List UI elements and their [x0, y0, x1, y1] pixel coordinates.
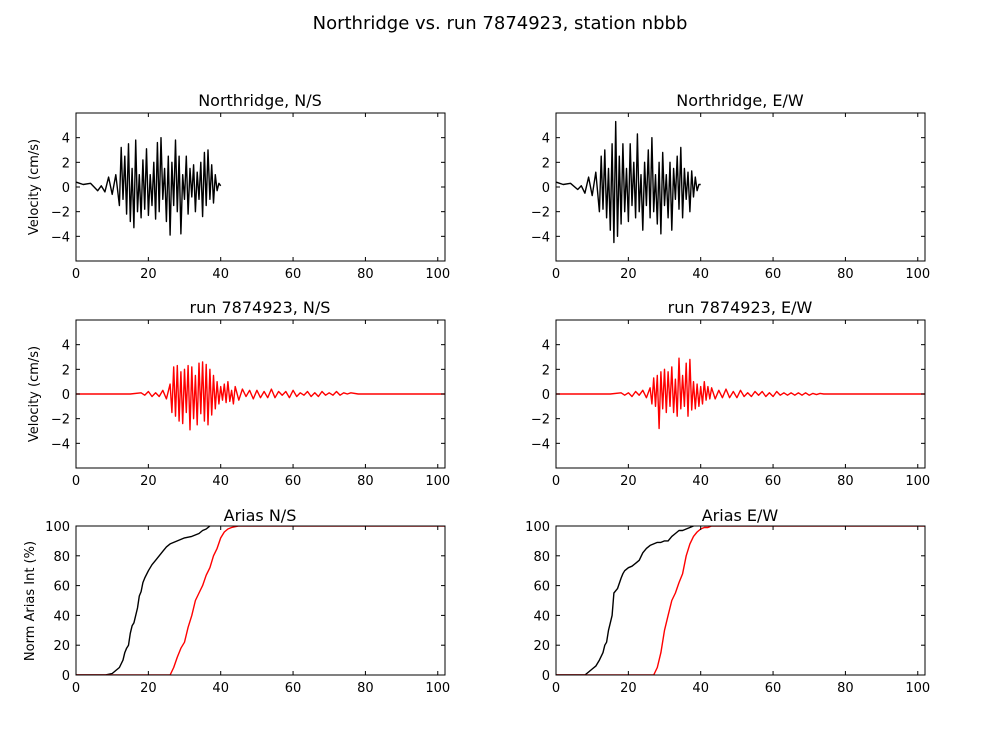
y-axis-label: Velocity (cm/s): [27, 346, 42, 442]
y-tick-label: 100: [45, 520, 70, 535]
panel-ew-arias: Arias E/W 0 20 40 60 80 100 0 20 40 60 80 100: [525, 506, 930, 696]
y-tick-label: −2: [531, 206, 550, 221]
simulated-series-line: [76, 361, 445, 431]
panel-ew-sim: run 7874923, E/W 0 20 40 60 80 100 −4 −2 0 2 4: [531, 298, 930, 489]
x-tick-label: 80: [357, 267, 374, 282]
y-tick-label: −4: [531, 437, 550, 452]
y-tick-label: 80: [533, 550, 550, 565]
y-tick-label: 4: [542, 132, 550, 147]
x-tick-label: 60: [765, 474, 782, 489]
x-tick-label: 100: [425, 267, 450, 282]
x-tick-label: 0: [72, 681, 80, 696]
y-tick-label: −2: [51, 413, 70, 428]
y-tick-label: 0: [542, 388, 550, 403]
x-tick-label: 80: [837, 267, 854, 282]
x-tick-label: 60: [765, 267, 782, 282]
y-tick-label: −4: [51, 437, 70, 452]
y-tick-label: 0: [62, 669, 70, 684]
y-tick-label: 2: [62, 156, 70, 171]
x-tick-label: 100: [425, 474, 450, 489]
y-tick-label: −2: [51, 206, 70, 221]
x-tick-label: 40: [212, 474, 229, 489]
y-tick-label: 40: [53, 609, 70, 624]
x-tick-label: 0: [552, 474, 560, 489]
x-tick-label: 100: [905, 267, 930, 282]
x-tick-label: 0: [72, 267, 80, 282]
recorded-series-line: [556, 120, 701, 244]
y-tick-label: 2: [542, 363, 550, 378]
y-tick-label: −4: [531, 230, 550, 245]
y-tick-label: 40: [533, 609, 550, 624]
x-tick-label: 100: [905, 474, 930, 489]
plot-frame: [555, 525, 926, 676]
x-tick-label: 20: [140, 474, 157, 489]
x-tick-label: 100: [425, 681, 450, 696]
x-tick-label: 40: [212, 267, 229, 282]
panel-ns-obs: Northridge, N/S Velocity (cm/s) 0 20 40 60 8…: [27, 91, 450, 282]
y-tick-label: 0: [542, 669, 550, 684]
y-axis-label: Velocity (cm/s): [27, 139, 42, 235]
x-tick-label: 0: [552, 267, 560, 282]
x-tick-label: 20: [140, 681, 157, 696]
y-tick-label: 2: [542, 156, 550, 171]
y-tick-label: −4: [51, 230, 70, 245]
x-tick-label: 60: [285, 267, 302, 282]
plot-frame: [75, 525, 446, 676]
panel-title: Northridge, E/W: [676, 91, 804, 110]
y-tick-label: 20: [533, 639, 550, 654]
x-tick-label: 80: [837, 681, 854, 696]
y-tick-label: 60: [53, 580, 70, 595]
x-tick-label: 0: [72, 474, 80, 489]
panel-title: run 7874923, E/W: [668, 298, 813, 317]
x-tick-label: 40: [692, 681, 709, 696]
y-tick-label: 4: [62, 132, 70, 147]
x-tick-label: 20: [620, 681, 637, 696]
panel-ns-arias: Arias N/S Norm Arias Int (%) 0 20 40 60 80 10…: [23, 506, 450, 696]
x-tick-label: 60: [765, 681, 782, 696]
x-tick-label: 20: [620, 474, 637, 489]
y-tick-label: 4: [542, 339, 550, 354]
y-tick-label: 4: [62, 339, 70, 354]
y-tick-label: 0: [62, 181, 70, 196]
x-tick-label: 80: [837, 474, 854, 489]
x-tick-label: 60: [285, 681, 302, 696]
recorded-series-line: [76, 136, 222, 236]
y-tick-label: 100: [525, 520, 550, 535]
x-tick-label: 60: [285, 474, 302, 489]
panel-title: Northridge, N/S: [198, 91, 322, 110]
x-tick-label: 40: [692, 267, 709, 282]
x-tick-label: 40: [692, 474, 709, 489]
simulated-series-line: [556, 357, 925, 430]
x-tick-label: 0: [552, 681, 560, 696]
y-tick-label: 60: [533, 580, 550, 595]
panel-title: Arias N/S: [224, 506, 297, 525]
x-tick-label: 100: [905, 681, 930, 696]
y-tick-label: 2: [62, 363, 70, 378]
figure-title: Northridge vs. run 7874923, station nbbb: [313, 13, 688, 34]
x-tick-label: 80: [357, 474, 374, 489]
y-tick-label: 20: [53, 639, 70, 654]
panel-title: run 7874923, N/S: [190, 298, 331, 317]
simulated-series-line: [76, 526, 445, 675]
y-tick-label: 80: [53, 550, 70, 565]
panel-title: Arias E/W: [702, 506, 779, 525]
recorded-series-line: [76, 526, 211, 675]
x-tick-label: 40: [212, 681, 229, 696]
x-tick-label: 20: [140, 267, 157, 282]
y-tick-label: −2: [531, 413, 550, 428]
simulated-series-line: [556, 526, 925, 675]
x-tick-label: 20: [620, 267, 637, 282]
panel-ew-obs: Northridge, E/W 0 20 40 60 80 100 −4 −2 0 2 4: [531, 91, 930, 282]
recorded-series-line: [556, 526, 694, 675]
x-tick-label: 80: [357, 681, 374, 696]
y-axis-label: Norm Arias Int (%): [23, 541, 38, 661]
panel-ns-sim: run 7874923, N/S Velocity (cm/s) 0 20 40 60…: [27, 298, 450, 489]
y-tick-label: 0: [542, 181, 550, 196]
y-tick-label: 0: [62, 388, 70, 403]
